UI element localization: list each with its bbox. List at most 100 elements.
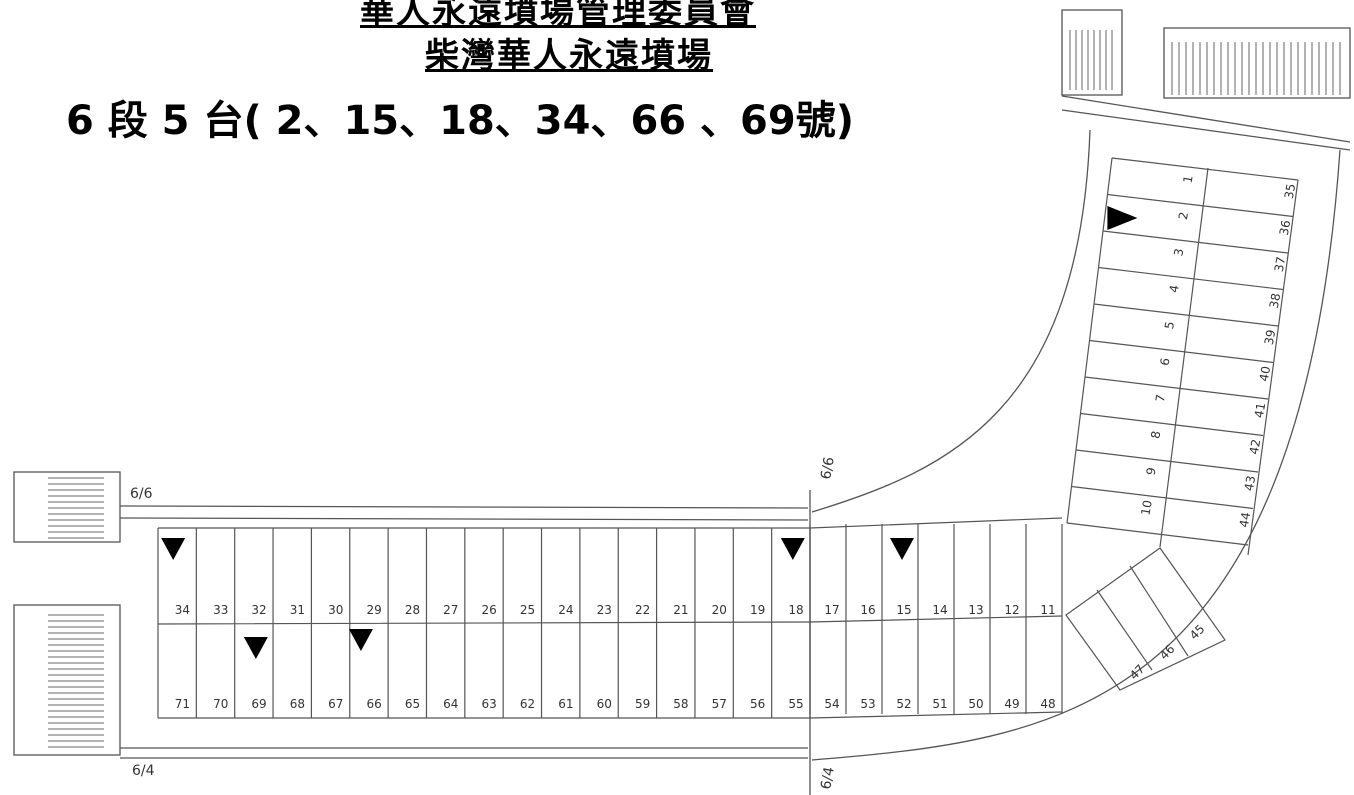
grave-number-upper: 13 (968, 603, 983, 617)
grave-divider (1098, 266, 1284, 291)
grave-number-lower: 70 (213, 697, 228, 711)
grave-number-right-outer: 35 (1282, 183, 1298, 200)
stair-block-left-lower (13, 604, 121, 756)
grave-number-lower: 57 (712, 697, 727, 711)
grave-marker-69 (243, 637, 268, 659)
grave-number-right-inner: 2 (1176, 211, 1191, 221)
grave-divider (1089, 339, 1274, 364)
section-label: 6/4 (132, 763, 155, 779)
grave-number-right-inner: 10 (1138, 499, 1154, 516)
grave-number-right-outer: 42 (1247, 438, 1263, 455)
grave-number-right-outer: 41 (1252, 402, 1268, 419)
grave-marker-34 (161, 538, 186, 560)
grave-number-upper: 24 (558, 603, 573, 617)
grave-number-lower: 56 (750, 697, 765, 711)
grave-divider (1084, 376, 1269, 400)
grave-number-upper: 18 (788, 603, 803, 617)
grave-number-upper: 15 (896, 603, 911, 617)
grave-number-right-outer: 36 (1277, 219, 1293, 236)
corner-block (1065, 547, 1226, 691)
section-label: 6/6 (130, 486, 153, 502)
grave-divider (1080, 412, 1264, 437)
grave-divider (1066, 522, 1249, 546)
grave-number-right-outer: 44 (1237, 511, 1253, 528)
grave-number-right-inner: 1 (1181, 174, 1196, 184)
grave-divider (1075, 449, 1259, 473)
row-outline (1247, 179, 1299, 556)
grave-number-upper: 29 (366, 603, 381, 617)
grave-number-lower: 53 (860, 697, 875, 711)
stair-block-top-right (1163, 27, 1351, 99)
upper-path (119, 505, 809, 521)
grave-number-lower: 62 (520, 697, 535, 711)
grave-number-right-inner: 3 (1171, 247, 1186, 257)
grave-marker-2 (1107, 206, 1138, 230)
grave-number-upper: 25 (520, 603, 535, 617)
grave-number-upper: 30 (328, 603, 343, 617)
grave-number-upper: 32 (251, 603, 266, 617)
grave-number-upper: 27 (443, 603, 458, 617)
stair-block-top-left (1061, 9, 1123, 96)
grave-number-right-outer: 43 (1242, 475, 1258, 492)
grave-number-lower: 71 (175, 697, 190, 711)
grave-number-upper: 17 (824, 603, 839, 617)
grave-divider (1111, 157, 1299, 181)
grave-number-right-inner: 7 (1153, 393, 1168, 403)
grave-number-upper: 11 (1040, 603, 1055, 617)
grave-number-corner: 45 (1187, 622, 1208, 643)
grave-number-lower: 51 (932, 697, 947, 711)
grave-number-upper: 33 (213, 603, 228, 617)
row-outline (1159, 167, 1209, 548)
grave-number-upper: 16 (860, 603, 875, 617)
grave-number-right-inner: 4 (1167, 284, 1182, 294)
grave-number-lower: 69 (251, 697, 266, 711)
grave-marker-18 (780, 538, 805, 560)
grave-number-lower: 67 (328, 697, 343, 711)
grave-number-lower: 64 (443, 697, 458, 711)
grave-number-corner: 46 (1157, 642, 1178, 663)
walkway-edge (1061, 95, 1351, 151)
grave-divider (1102, 230, 1289, 254)
grave-number-upper: 20 (712, 603, 727, 617)
grave-number-upper: 28 (405, 603, 420, 617)
grave-number-lower: 60 (597, 697, 612, 711)
grave-number-upper: 12 (1004, 603, 1019, 617)
grave-number-upper: 21 (673, 603, 688, 617)
header: 華人永遠墳場管理委員會 柴灣華人永遠墳場 6 段 5 台( 2、15、18、34… (0, 0, 1354, 160)
section-label: 6/4 (818, 766, 838, 791)
grave-number-lower: 54 (824, 697, 839, 711)
plot-info: 6 段 5 台( 2、15、18、34、66 、69號) (66, 98, 855, 144)
grave-number-upper: 23 (597, 603, 612, 617)
grave-number-lower: 63 (482, 697, 497, 711)
grave-number-lower: 68 (290, 697, 305, 711)
grave-number-upper: 34 (175, 603, 190, 617)
stair-block-left-upper (13, 471, 121, 543)
grave-number-right-inner: 8 (1148, 430, 1163, 440)
grave-number-right-inner: 6 (1158, 357, 1173, 367)
organization-title: 華人永遠墳場管理委員會 (360, 0, 756, 32)
grave-number-lower: 48 (1040, 697, 1055, 711)
grave-number-lower: 49 (1004, 697, 1019, 711)
grave-marker-15 (890, 538, 914, 560)
curved-path-outer (811, 149, 1341, 761)
grave-number-upper: 22 (635, 603, 650, 617)
grave-number-lower: 50 (968, 697, 983, 711)
grave-number-right-inner: 5 (1162, 320, 1177, 330)
grave-number-lower: 61 (558, 697, 573, 711)
row-outline (1066, 157, 1113, 524)
lower-path (120, 747, 808, 759)
grave-divider (1093, 303, 1279, 327)
grave-number-lower: 55 (788, 697, 803, 711)
grave-number-upper: 19 (750, 603, 765, 617)
grave-number-right-outer: 40 (1257, 365, 1273, 382)
grave-number-upper: 31 (290, 603, 305, 617)
grave-number-right-outer: 38 (1267, 292, 1283, 309)
grave-number-upper: 26 (482, 603, 497, 617)
section-label: 6/6 (818, 456, 838, 481)
grave-number-lower: 58 (673, 697, 688, 711)
grave-number-lower: 66 (366, 697, 381, 711)
grave-divider (1107, 193, 1294, 218)
grave-divider (1071, 485, 1254, 510)
curved-path-inner (811, 129, 1091, 513)
